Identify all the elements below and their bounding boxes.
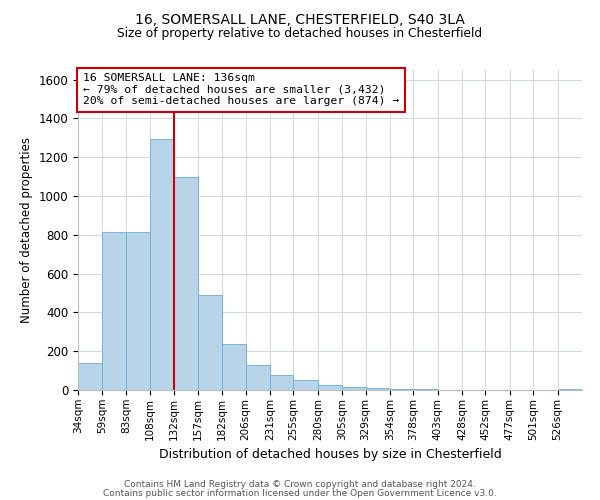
Text: Contains public sector information licensed under the Open Government Licence v3: Contains public sector information licen…	[103, 489, 497, 498]
Bar	[222, 344, 245, 390]
Bar	[150, 139, 173, 390]
Text: Size of property relative to detached houses in Chesterfield: Size of property relative to detached ho…	[118, 28, 482, 40]
Bar	[365, 388, 390, 390]
Text: Contains HM Land Registry data © Crown copyright and database right 2024.: Contains HM Land Registry data © Crown c…	[124, 480, 476, 489]
Bar	[198, 295, 222, 390]
Bar	[103, 232, 126, 390]
Bar	[293, 380, 318, 390]
Bar	[390, 389, 413, 390]
Bar	[173, 176, 198, 390]
Text: 16, SOMERSALL LANE, CHESTERFIELD, S40 3LA: 16, SOMERSALL LANE, CHESTERFIELD, S40 3L…	[135, 12, 465, 26]
Bar	[342, 386, 365, 390]
Bar	[270, 376, 293, 390]
Y-axis label: Number of detached properties: Number of detached properties	[20, 137, 33, 323]
Bar	[126, 232, 150, 390]
Bar	[245, 365, 270, 390]
Bar	[78, 363, 103, 390]
Bar	[318, 384, 342, 390]
Bar	[557, 389, 582, 390]
Text: 16 SOMERSALL LANE: 136sqm
← 79% of detached houses are smaller (3,432)
20% of se: 16 SOMERSALL LANE: 136sqm ← 79% of detac…	[83, 73, 399, 106]
X-axis label: Distribution of detached houses by size in Chesterfield: Distribution of detached houses by size …	[158, 448, 502, 461]
